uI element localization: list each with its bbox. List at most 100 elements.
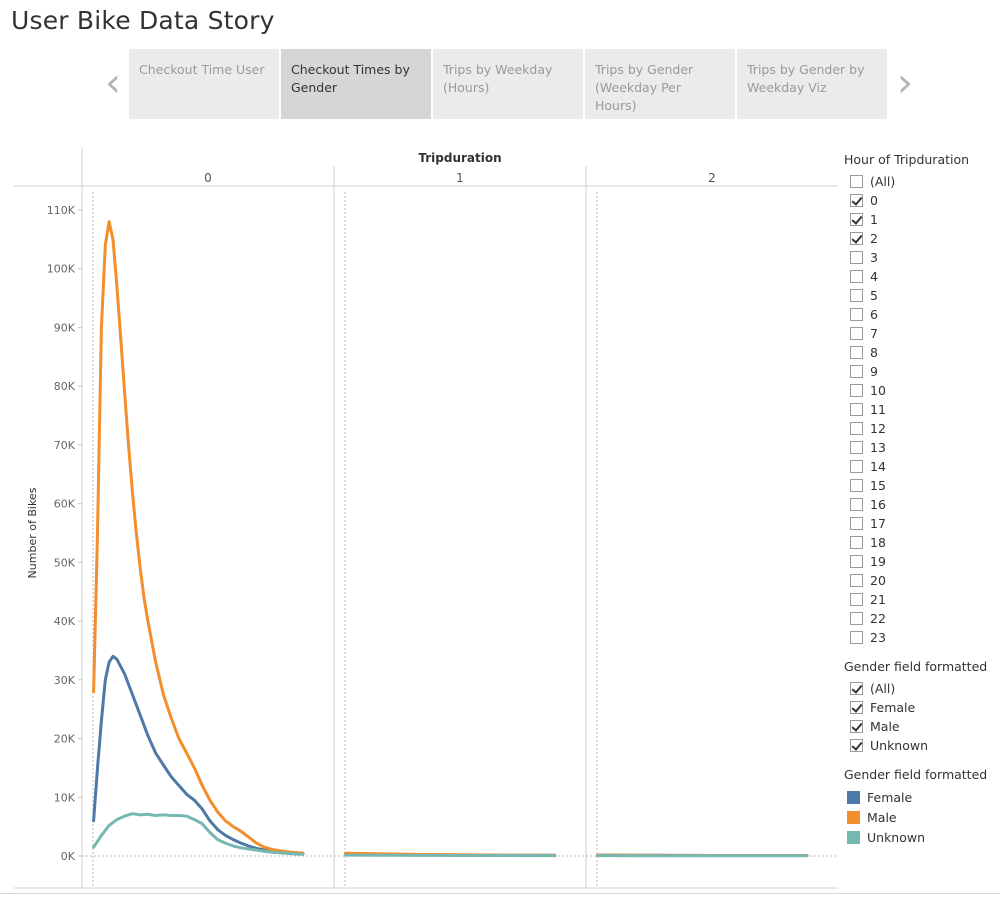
chevron-right-icon[interactable]: ›: [897, 60, 913, 106]
hour-filter-label: 21: [870, 592, 886, 607]
hour-filter-item[interactable]: 14: [850, 457, 994, 476]
checkbox-checked-icon[interactable]: [850, 194, 863, 207]
story-tab[interactable]: Checkout Times by Gender: [281, 49, 431, 119]
legend-label: Female: [867, 789, 913, 805]
gender-filter-item[interactable]: (All): [850, 679, 994, 698]
checkbox-icon[interactable]: [850, 498, 863, 511]
checkbox-icon[interactable]: [850, 555, 863, 568]
gender-filter-label: Female: [870, 700, 916, 715]
checkbox-icon[interactable]: [850, 593, 863, 606]
hour-filter-item[interactable]: (All): [850, 172, 994, 191]
checkbox-icon[interactable]: [850, 422, 863, 435]
checkbox-icon[interactable]: [850, 327, 863, 340]
checkbox-icon[interactable]: [850, 365, 863, 378]
hour-filter-item[interactable]: 16: [850, 495, 994, 514]
story-tab-label: Checkout Times by Gender: [291, 62, 410, 95]
hour-filter-item[interactable]: 13: [850, 438, 994, 457]
legend-swatch: [847, 790, 860, 804]
chevron-left-icon[interactable]: ‹: [105, 60, 121, 106]
legend-item[interactable]: Unknown: [847, 827, 994, 847]
gender-filter-item[interactable]: Male: [850, 717, 994, 736]
checkbox-icon[interactable]: [850, 574, 863, 587]
hour-filter-item[interactable]: 8: [850, 343, 994, 362]
checkbox-checked-icon[interactable]: [850, 682, 863, 695]
hour-filter-label: 4: [870, 269, 878, 284]
checkbox-icon[interactable]: [850, 479, 863, 492]
legend-swatch: [847, 810, 860, 824]
series-line-male: [92, 220, 305, 855]
story-tab[interactable]: Checkout Time User: [129, 49, 279, 119]
column-header: Tripduration: [418, 151, 501, 165]
y-tick-label: 30K: [54, 674, 76, 687]
legend-title: Gender field formatted: [844, 767, 988, 782]
hour-filter-label: 14: [870, 459, 886, 474]
story-tab[interactable]: Trips by Gender (Weekday Per Hours): [585, 49, 735, 119]
y-tick-label: 20K: [54, 733, 76, 746]
hour-filter-item[interactable]: 9: [850, 362, 994, 381]
checkbox-checked-icon[interactable]: [850, 701, 863, 714]
hour-filter-item[interactable]: 3: [850, 248, 994, 267]
hour-filter-item[interactable]: 4: [850, 267, 994, 286]
story-tab[interactable]: Trips by Weekday (Hours): [433, 49, 583, 119]
hour-filter-label: 17: [870, 516, 886, 531]
checkbox-icon[interactable]: [850, 612, 863, 625]
story-tab-label: Trips by Weekday (Hours): [443, 62, 553, 95]
checkbox-icon[interactable]: [850, 441, 863, 454]
hour-filter-item[interactable]: 22: [850, 609, 994, 628]
gender-filter-item[interactable]: Female: [850, 698, 994, 717]
y-tick-label: 40K: [54, 615, 76, 628]
hour-filter-item[interactable]: 20: [850, 571, 994, 590]
hour-filter-item[interactable]: 5: [850, 286, 994, 305]
legend-item[interactable]: Female: [847, 787, 994, 807]
hour-filter-label: 10: [870, 383, 886, 398]
hour-filter-item[interactable]: 7: [850, 324, 994, 343]
hour-filter-item[interactable]: 21: [850, 590, 994, 609]
hour-filter-item[interactable]: 18: [850, 533, 994, 552]
checkbox-icon[interactable]: [850, 251, 863, 264]
checkbox-icon[interactable]: [850, 403, 863, 416]
hour-filter-item[interactable]: 10: [850, 381, 994, 400]
checkbox-icon[interactable]: [850, 175, 863, 188]
checkbox-icon[interactable]: [850, 460, 863, 473]
story-tabs: Checkout Time User Checkout Times by Gend…: [129, 49, 887, 119]
checkbox-checked-icon[interactable]: [850, 739, 863, 752]
gender-filter-title: Gender field formatted: [844, 659, 988, 674]
hour-filter-item[interactable]: 6: [850, 305, 994, 324]
hour-filter-item[interactable]: 0: [850, 191, 994, 210]
hour-filter-item[interactable]: 2: [850, 229, 994, 248]
checkbox-icon[interactable]: [850, 346, 863, 359]
checkbox-checked-icon[interactable]: [850, 213, 863, 226]
hour-filter-item[interactable]: 12: [850, 419, 994, 438]
hour-filter-item[interactable]: 1: [850, 210, 994, 229]
story-tab[interactable]: Trips by Gender by Weekday Viz: [737, 49, 887, 119]
hour-filter-label: 0: [870, 193, 878, 208]
checkbox-icon[interactable]: [850, 384, 863, 397]
hour-filter-label: 11: [870, 402, 886, 417]
checkbox-checked-icon[interactable]: [850, 232, 863, 245]
gender-filter-item[interactable]: Unknown: [850, 736, 994, 755]
y-tick-label: 80K: [54, 380, 76, 393]
hour-filter-item[interactable]: 17: [850, 514, 994, 533]
legend-item[interactable]: Male: [847, 807, 994, 827]
checkbox-icon[interactable]: [850, 270, 863, 283]
checkbox-icon[interactable]: [850, 289, 863, 302]
gender-filter-label: Unknown: [870, 738, 929, 753]
checkbox-icon[interactable]: [850, 631, 863, 644]
hour-filter-item[interactable]: 19: [850, 552, 994, 571]
checkbox-icon[interactable]: [850, 517, 863, 530]
hour-filter-item[interactable]: 23: [850, 628, 994, 647]
checkbox-icon[interactable]: [850, 536, 863, 549]
hour-filter-label: 15: [870, 478, 886, 493]
hour-filter-item[interactable]: 11: [850, 400, 994, 419]
hour-filter-item[interactable]: 15: [850, 476, 994, 495]
hour-filter-label: (All): [870, 174, 896, 189]
y-tick-label: 60K: [54, 498, 76, 511]
hour-filter-label: 16: [870, 497, 886, 512]
hour-filter-label: 2: [870, 231, 878, 246]
panel-label: 1: [456, 171, 464, 185]
checkbox-icon[interactable]: [850, 308, 863, 321]
story-title: User Bike Data Story: [11, 6, 275, 35]
series-line-unknown: [92, 812, 305, 856]
checkbox-checked-icon[interactable]: [850, 720, 863, 733]
